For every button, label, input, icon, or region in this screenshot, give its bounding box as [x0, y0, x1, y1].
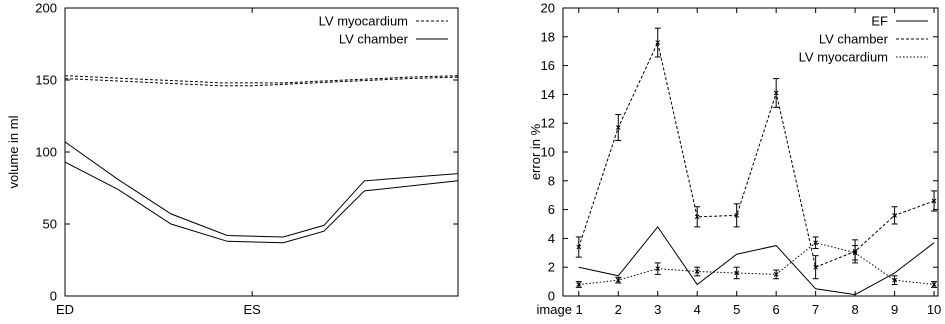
x-tick-label: 10	[927, 302, 941, 317]
data-point	[931, 282, 937, 287]
y-tick-label: 4	[548, 231, 555, 246]
y-tick-label: 16	[541, 58, 555, 73]
legend-label: LV chamber	[339, 32, 409, 47]
x-tick-label: 3	[654, 302, 661, 317]
data-point	[773, 272, 779, 277]
legend-label: LV myocardium	[319, 14, 408, 29]
data-point	[773, 90, 779, 96]
data-point	[852, 250, 858, 256]
data-point	[694, 269, 700, 274]
x-tick-label: ED	[56, 302, 74, 317]
data-point	[734, 270, 740, 276]
data-point	[734, 213, 740, 218]
data-point	[694, 214, 700, 220]
plot-frame	[64, 7, 459, 297]
y-axis-label: volume in ml	[6, 115, 21, 188]
x-tick-label: 4	[694, 302, 701, 317]
y-tick-label: 10	[541, 145, 555, 160]
error-chart: 0 2 4 6 8 10 12 14 16 18 20 error in % image 1 2 3 4 5 6 7…	[528, 1, 941, 318]
data-point	[813, 240, 818, 246]
y-tick-label: 8	[548, 173, 555, 188]
series-line	[64, 141, 459, 238]
y-tick-label: 50	[43, 217, 57, 232]
y-tick-label: 6	[548, 202, 555, 217]
series-line	[578, 226, 935, 296]
series-line	[578, 41, 935, 268]
x-tick-label: 5	[733, 302, 740, 317]
y-tick-label: 2	[548, 260, 555, 275]
data-point	[576, 282, 582, 287]
y-tick-label: 14	[541, 87, 555, 102]
x-tick-label: 8	[851, 302, 858, 317]
data-point	[615, 125, 621, 130]
x-tick-label: image 1	[537, 302, 583, 317]
series-line	[578, 242, 935, 285]
y-tick-label: 100	[35, 145, 57, 160]
x-tick-label: ES	[243, 302, 261, 317]
y-tick-label: 20	[541, 1, 555, 16]
data-point	[655, 266, 661, 271]
y-tick-label: 0	[50, 289, 57, 304]
series-line	[64, 76, 459, 87]
data-point	[576, 244, 582, 250]
legend-label: LV chamber	[819, 32, 889, 47]
x-tick-label: 2	[615, 302, 622, 317]
legend-label: LV myocardium	[799, 50, 888, 65]
x-tick-label: 6	[773, 302, 780, 317]
data-point	[892, 277, 897, 283]
y-tick-label: 150	[35, 73, 57, 88]
data-point	[813, 264, 818, 270]
y-tick-label: 12	[541, 116, 555, 131]
data-point	[931, 198, 937, 204]
y-tick-label: 18	[541, 29, 555, 44]
series-line	[64, 75, 459, 84]
legend-label: EF	[871, 14, 888, 29]
x-tick-label: 7	[812, 302, 819, 317]
x-tick-label: 9	[891, 302, 898, 317]
data-point	[892, 213, 897, 218]
series-line	[64, 161, 459, 244]
y-tick-label: 200	[35, 1, 57, 16]
data-point	[615, 277, 621, 283]
y-axis-label: error in %	[528, 123, 543, 180]
data-point	[655, 40, 661, 45]
volume-chart: 0 50 100 150 200 volume in ml ED ES LV myocardiu…	[6, 1, 459, 317]
y-tick-label: 0	[548, 289, 555, 304]
